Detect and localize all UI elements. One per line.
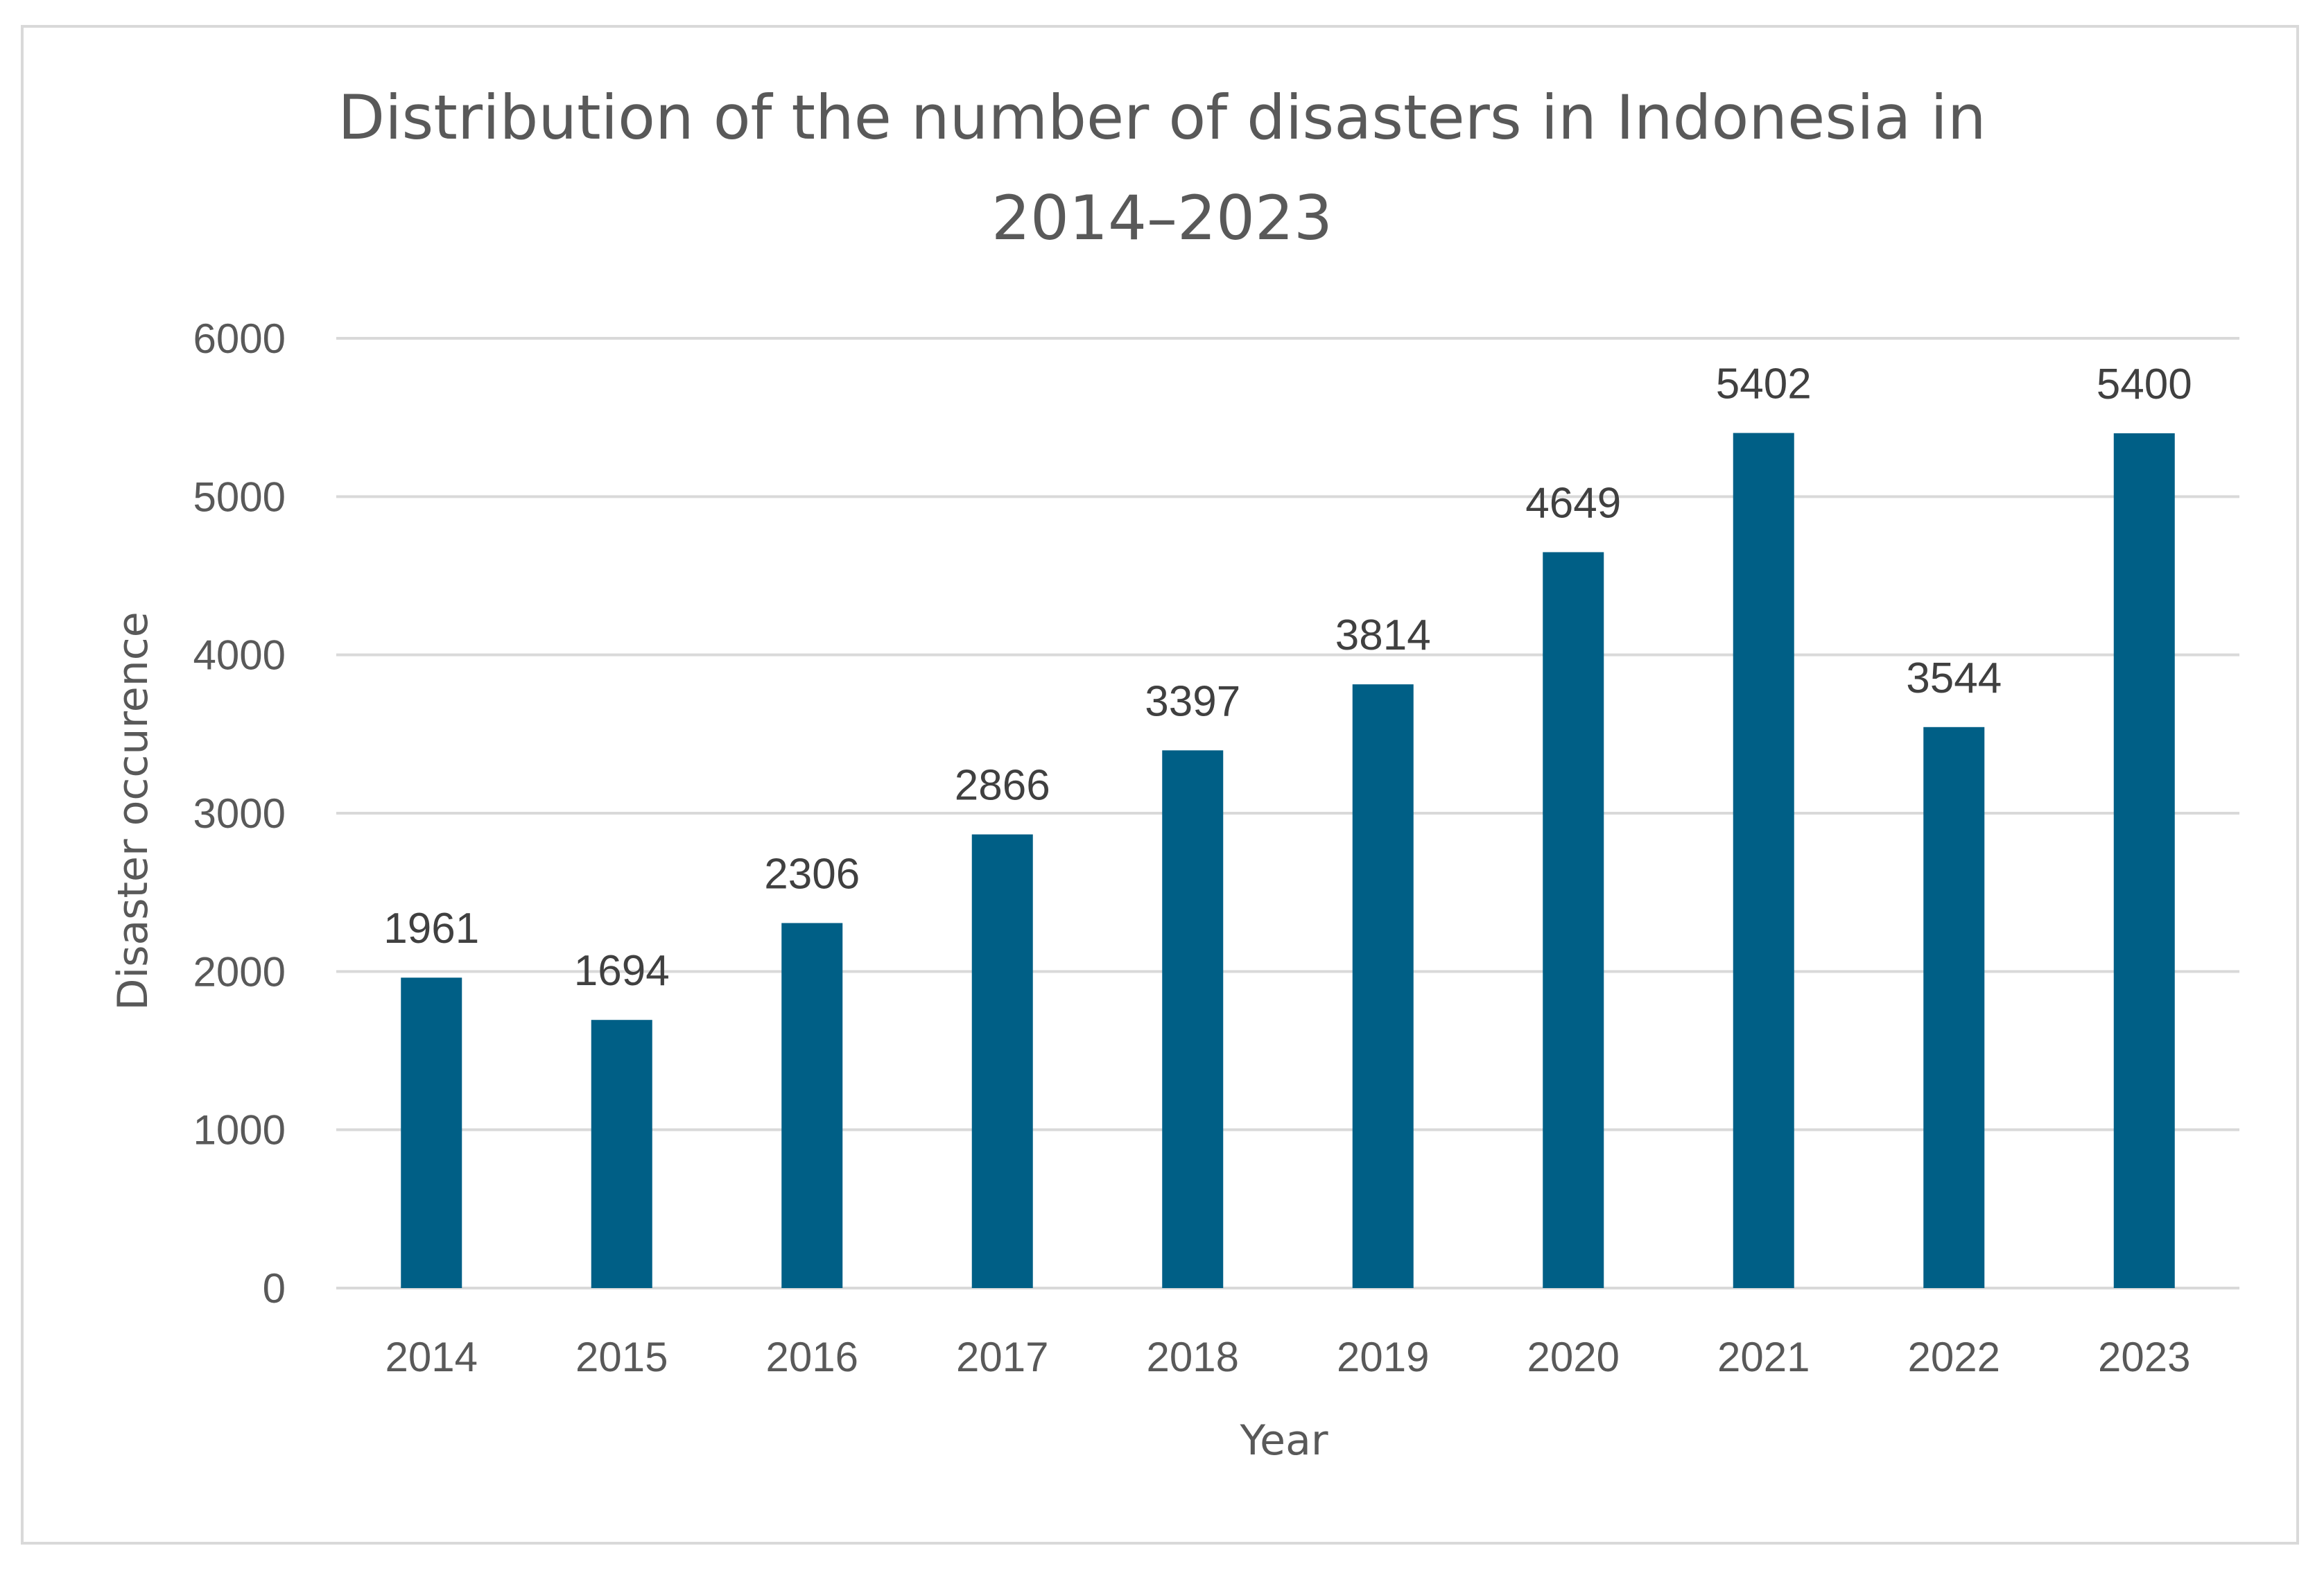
chart-title-line-2: 2014–2023: [991, 182, 1333, 254]
bar: [1162, 750, 1224, 1288]
bar: [971, 834, 1033, 1288]
data-label: 1694: [574, 947, 670, 995]
x-tick-label: 2021: [1717, 1334, 1810, 1380]
x-axis-title: Year: [1239, 1416, 1328, 1465]
data-label: 3544: [1906, 654, 2002, 702]
data-label: 2306: [764, 850, 860, 898]
data-label: 5400: [2097, 360, 2192, 408]
bar: [1543, 552, 1604, 1289]
x-tick-label: 2018: [1147, 1334, 1239, 1380]
x-axis-tick-labels: 2014 2015 2016 2017 2018 2019 2020 2021 2022 2023: [385, 1334, 2191, 1380]
y-axis-tick-labels: 0 1000 2000 3000 4000 5000 6000: [193, 315, 286, 1312]
x-tick-label: 2020: [1527, 1334, 1620, 1380]
y-tick-label: 2000: [193, 948, 286, 995]
bar: [1733, 433, 1794, 1288]
x-tick-label: 2015: [575, 1334, 668, 1380]
x-tick-label: 2023: [2098, 1334, 2190, 1380]
y-tick-label: 3000: [193, 790, 286, 837]
bar: [591, 1020, 652, 1288]
bars: [401, 433, 2175, 1289]
x-tick-label: 2019: [1337, 1334, 1429, 1380]
bar: [1352, 684, 1414, 1288]
data-labels: 1961 1694 2306 2866 3397 3814 4649 5402 3544 5400: [383, 360, 2192, 996]
x-tick-label: 2022: [1908, 1334, 2000, 1380]
y-tick-label: 6000: [193, 315, 286, 362]
data-label: 4649: [1525, 479, 1621, 527]
data-label: 2866: [955, 762, 1050, 810]
x-tick-label: 2017: [956, 1334, 1048, 1380]
y-tick-label: 0: [263, 1265, 286, 1312]
bar: [1923, 727, 1985, 1288]
gridlines: [336, 337, 2239, 1289]
chart-title: Distribution of the number of disasters …: [338, 82, 1986, 254]
data-label: 3397: [1145, 677, 1240, 725]
y-axis-title: Disaster occurence: [109, 611, 157, 1010]
x-tick-label: 2014: [385, 1334, 478, 1380]
y-tick-label: 4000: [193, 632, 286, 679]
bar: [2113, 433, 2175, 1288]
data-label: 5402: [1716, 360, 1812, 408]
bar: [401, 977, 462, 1288]
y-tick-label: 1000: [193, 1107, 286, 1154]
bar: [781, 923, 843, 1288]
chart-frame: [21, 25, 2299, 1545]
y-tick-label: 5000: [193, 473, 286, 520]
data-label: 1961: [383, 905, 479, 953]
x-tick-label: 2016: [766, 1334, 858, 1380]
data-label: 3814: [1335, 611, 1431, 659]
chart-title-line-1: Distribution of the number of disasters …: [338, 82, 1986, 153]
